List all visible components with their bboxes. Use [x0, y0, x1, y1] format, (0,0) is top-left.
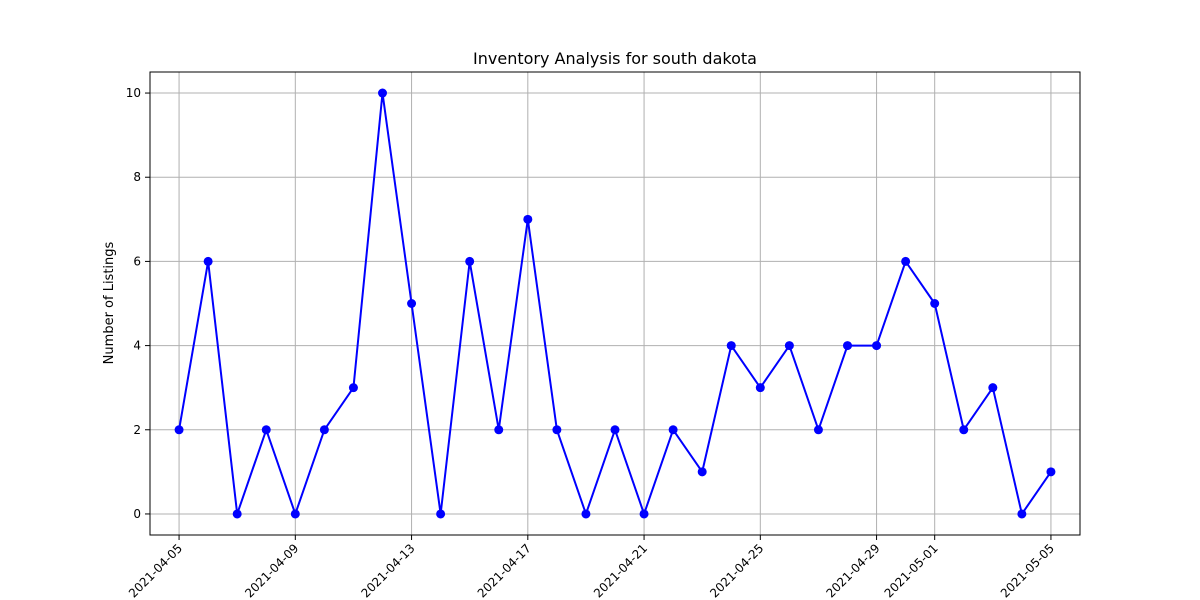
x-tick-label: 2021-04-25	[707, 541, 766, 600]
data-point	[872, 341, 882, 351]
data-point	[348, 383, 358, 393]
x-tick-label: 2021-04-13	[358, 541, 417, 600]
series	[174, 88, 1056, 519]
data-point	[930, 299, 940, 308]
data-point	[174, 425, 184, 435]
series-line	[178, 92, 1052, 515]
data-point	[755, 383, 765, 393]
data-point	[465, 256, 475, 266]
x-tick-label: 2021-04-29	[823, 541, 882, 600]
data-point	[407, 299, 417, 308]
x-tick-label: 2021-04-21	[591, 541, 650, 600]
x-tick-label: 2021-05-05	[998, 541, 1057, 600]
data-point	[668, 425, 678, 435]
data-point	[378, 88, 387, 98]
data-point	[843, 341, 852, 351]
axes: 2021-04-05 2021-04-09 2021-04-13 2021-04-17…	[126, 86, 1057, 600]
data-point	[203, 256, 213, 266]
data-point	[232, 509, 242, 519]
data-point	[552, 425, 562, 435]
data-point	[494, 425, 504, 435]
data-point	[697, 467, 707, 477]
data-point	[959, 425, 969, 435]
data-point	[581, 509, 591, 519]
data-point	[261, 425, 271, 435]
y-tick-label: 2	[133, 423, 141, 437]
data-point	[319, 425, 329, 435]
data-point	[901, 256, 911, 266]
data-point	[784, 341, 794, 351]
x-tick-label: 2021-04-09	[242, 541, 301, 600]
x-tick-label: 2021-04-05	[126, 541, 185, 600]
data-point	[436, 509, 446, 519]
data-point	[639, 509, 649, 519]
y-tick-label: 4	[133, 339, 141, 353]
data-point	[988, 383, 998, 393]
data-point	[523, 214, 533, 224]
data-point	[813, 425, 823, 435]
data-point	[610, 425, 620, 435]
data-point	[1046, 467, 1056, 477]
data-point	[726, 341, 736, 351]
y-tick-label: 8	[133, 170, 141, 184]
y-tick-label: 6	[133, 254, 141, 268]
data-point	[290, 509, 300, 519]
data-point	[1017, 509, 1027, 519]
grid	[150, 72, 1080, 535]
x-tick-label: 2021-05-01	[882, 541, 941, 600]
chart-title: Inventory Analysis for south dakota	[473, 49, 757, 68]
y-tick-label: 10	[126, 86, 141, 100]
y-axis-label: Number of Listings	[102, 241, 117, 364]
plot-area-frame	[149, 71, 1081, 536]
y-tick-label: 0	[133, 507, 141, 521]
x-tick-label: 2021-04-17	[475, 541, 534, 600]
